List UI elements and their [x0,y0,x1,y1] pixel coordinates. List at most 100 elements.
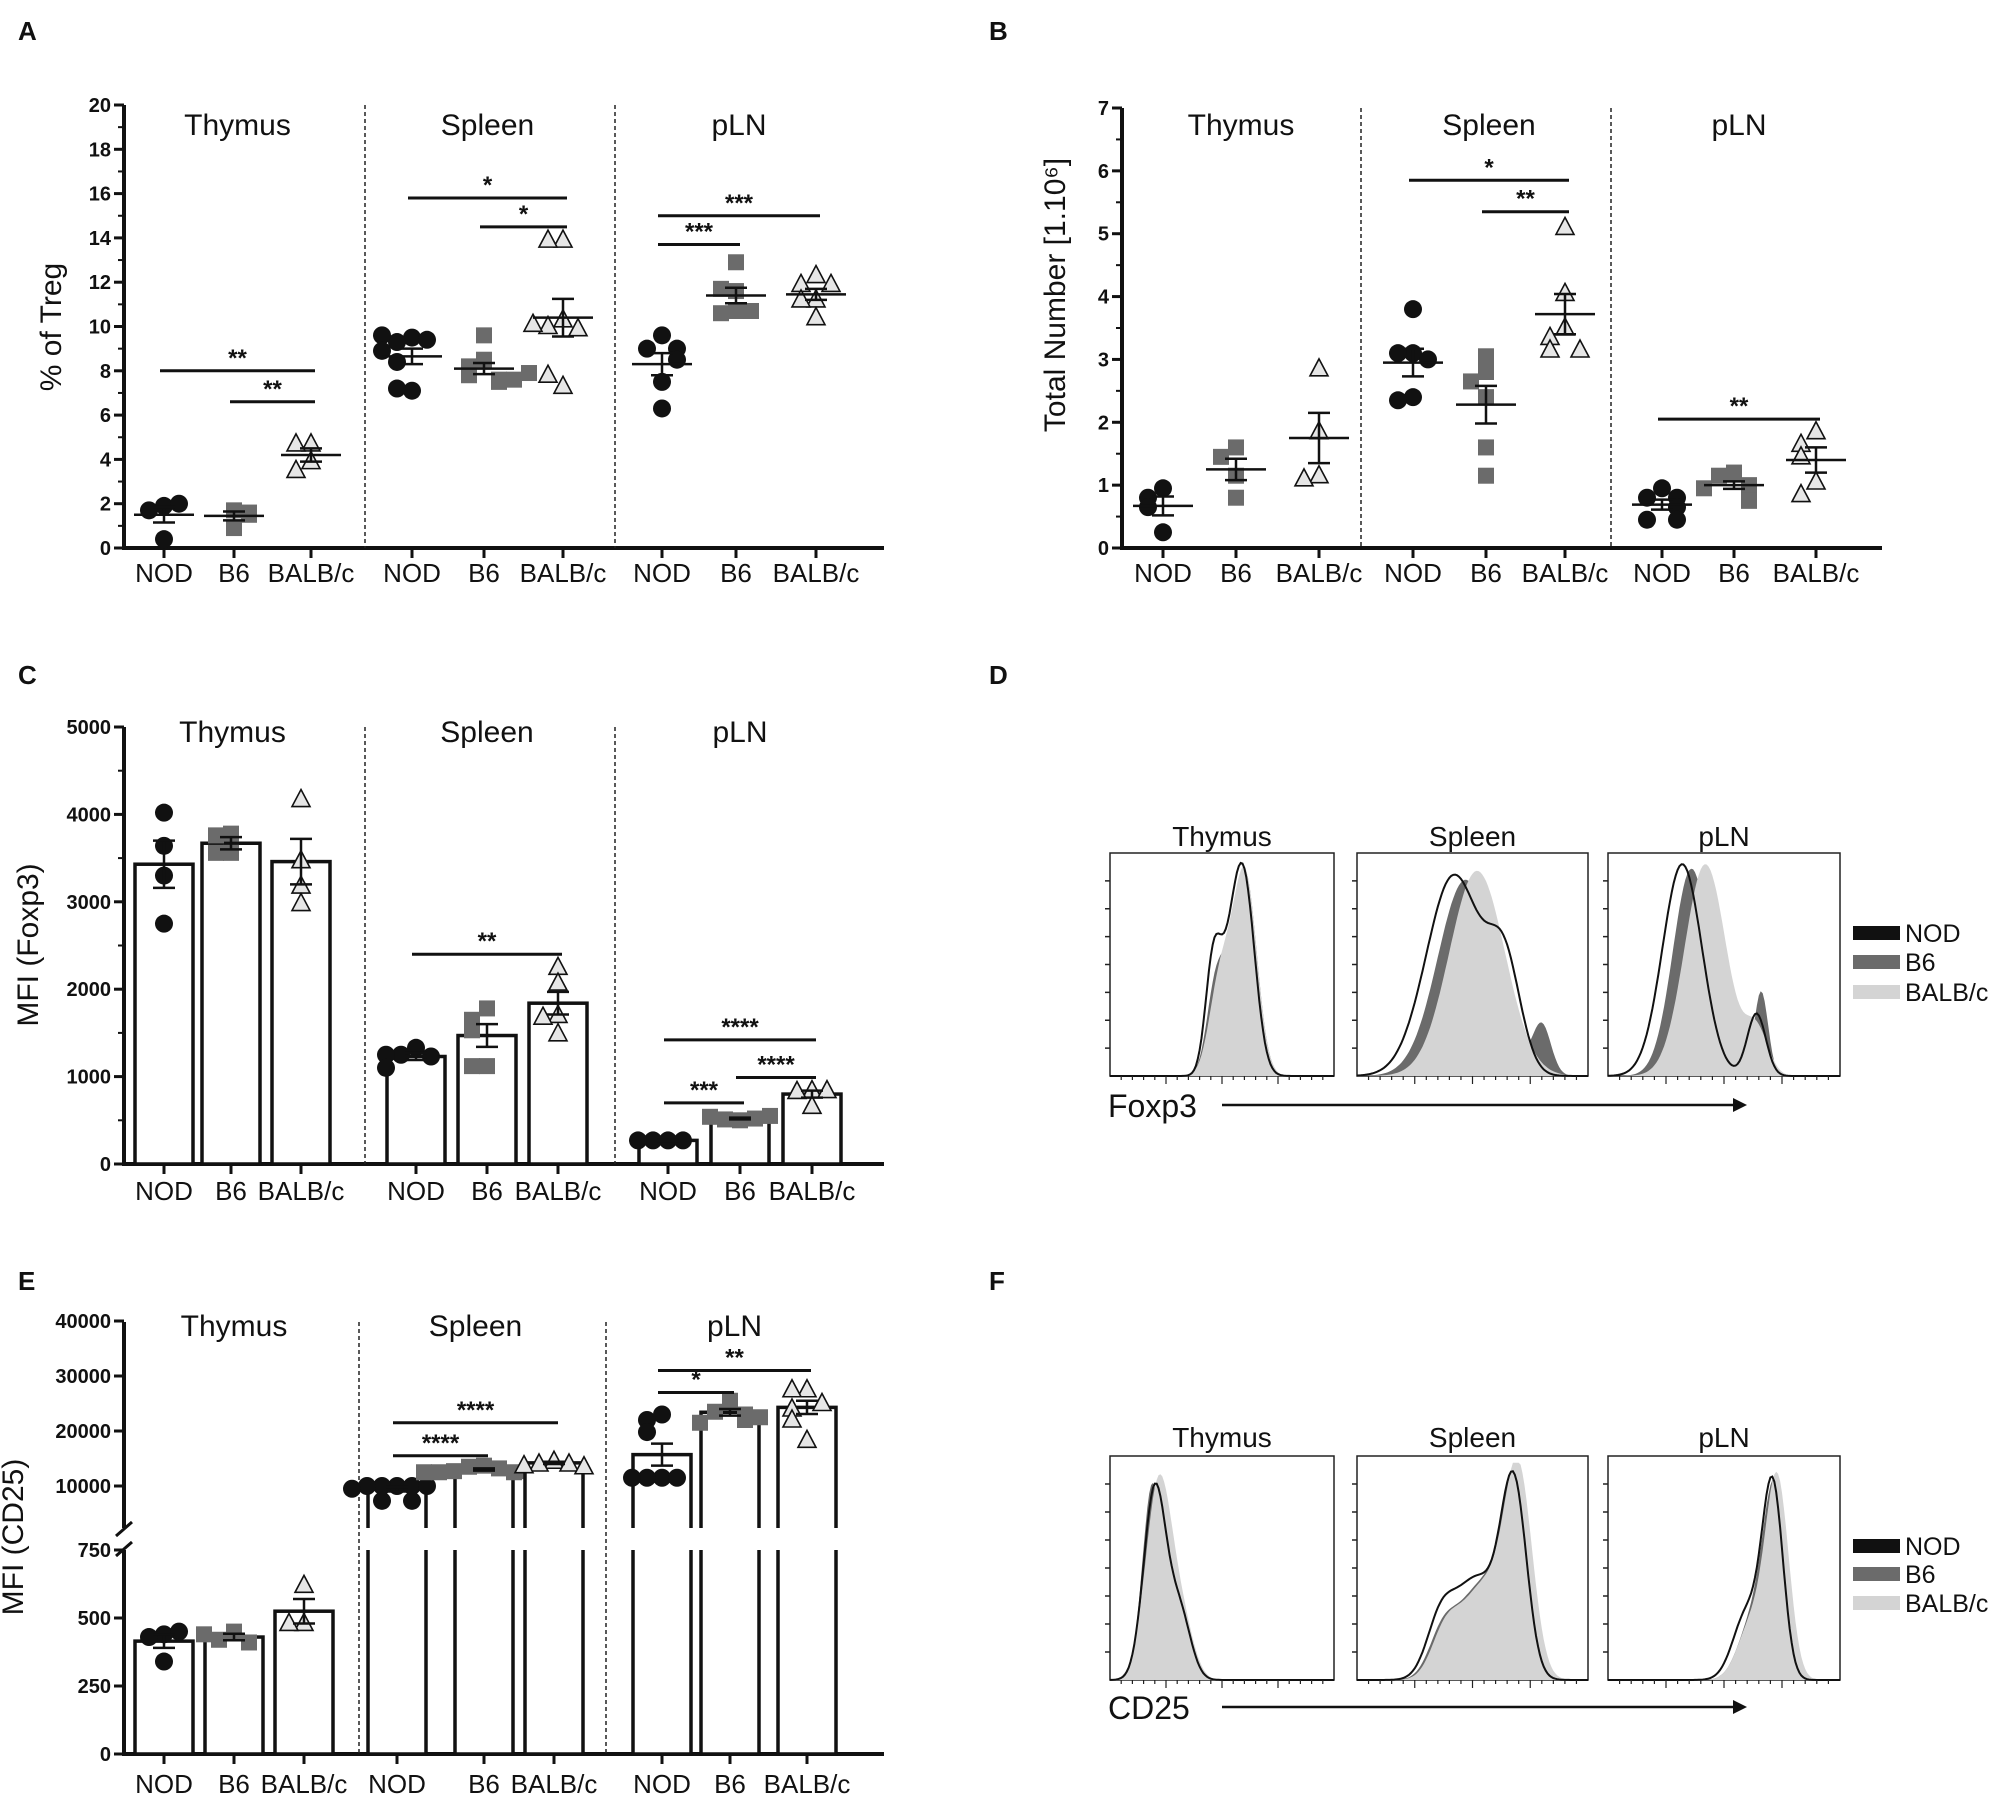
data-point-nod [140,501,158,520]
legend-label: NOD [1905,920,1961,948]
data-point-b6 [692,1414,708,1431]
y-tick-label: 3000 [67,892,112,914]
histogram-x-label: CD25 [1108,1690,1190,1726]
data-point-balbc [1805,420,1827,440]
data-point-nod [629,1131,647,1150]
legend-swatch [1853,985,1900,999]
data-point-balbc [290,787,312,808]
data-point-nod [155,914,173,933]
data-point-b6 [1478,348,1494,365]
data-point-nod [403,1491,421,1510]
x-tick-label: B6 [218,1769,250,1799]
x-tick-label: NOD [383,558,441,588]
data-point-nod [1638,488,1656,507]
significance-stars: ** [478,928,497,955]
y-tick-label: 16 [89,184,111,206]
data-point-nod [668,1468,686,1487]
y-axis-label: Total Number [1.10⁶] [1039,158,1072,432]
x-tick-label: NOD [135,558,193,588]
data-point-b6 [196,1626,212,1643]
y-tick-label: 20 [89,95,111,117]
data-point-b6 [702,1108,718,1125]
data-point-balbc [805,263,827,284]
bar-lower-segment [699,1550,761,1756]
y-tick-label: 4000 [67,804,112,826]
histogram-x-label: Foxp3 [1108,1088,1197,1124]
significance-stars: **** [422,1430,460,1457]
data-point-nod [155,530,173,549]
data-point-b6 [211,1631,227,1648]
significance-stars: **** [757,1051,795,1078]
x-tick-label: NOD [135,1769,193,1799]
legend-swatch [1853,1596,1900,1610]
x-tick-label: B6 [215,1176,247,1206]
histogram-title: Thymus [1172,821,1272,852]
data-point-nod [155,803,173,822]
y-tick-label: 40000 [55,1311,111,1333]
x-tick-label: B6 [468,1769,500,1799]
histogram-title: Spleen [1429,821,1516,852]
legend-label: B6 [1905,1561,1936,1589]
tissue-title: Thymus [179,716,286,749]
histogram-nod [1356,873,1588,1077]
data-point-balbc [1805,470,1827,490]
y-tick-label: 18 [89,139,111,161]
data-point-b6 [1213,448,1229,465]
data-point-b6 [479,1000,495,1017]
legend-swatch [1853,1567,1900,1581]
data-point-nod [1653,479,1671,498]
histogram-b6 [1608,868,1840,1076]
bar [453,1467,515,1528]
data-point-b6 [446,1463,462,1480]
data-point-balbc [781,1408,803,1428]
significance-stars: ** [725,1345,744,1372]
data-point-balbc [522,312,544,333]
x-tick-label: B6 [1220,558,1252,588]
data-point-nod [638,1423,656,1442]
data-point-b6 [752,1409,768,1426]
data-point-b6 [1696,480,1712,497]
y-tick-label: 5000 [67,717,112,739]
bar-lower-segment [631,1550,693,1756]
data-point-balbc [285,432,307,452]
y-tick-label: 6 [1098,161,1109,183]
data-point-nod [653,399,671,418]
data-point-b6 [1478,439,1494,456]
bar [699,1410,761,1528]
data-point-b6 [1228,439,1244,456]
significance-stars: * [1484,154,1494,181]
bar [385,1054,447,1166]
data-point-nod [674,1131,692,1150]
data-point-nod [638,1468,656,1487]
histogram-balbc [1110,866,1334,1076]
bar-lower-segment [523,1550,585,1756]
data-point-nod [1404,300,1422,319]
data-point-b6 [728,254,744,271]
tissue-title: Thymus [181,1310,288,1343]
data-point-nod [653,326,671,345]
legend-label: B6 [1905,949,1936,977]
data-point-b6 [476,327,492,344]
y-tick-label: 500 [78,1608,111,1630]
data-point-balbc [552,374,574,395]
data-point-balbc [547,971,569,991]
x-tick-label: BALB/c [520,558,607,588]
data-point-b6 [1741,492,1757,509]
x-tick-label: NOD [633,1769,691,1799]
data-point-nod [653,372,671,391]
tissue-title: Spleen [429,1310,522,1343]
bar [270,859,332,1166]
data-point-balbc [552,228,574,248]
data-point-nod [1139,498,1157,517]
bar [273,1609,335,1756]
legend-swatch [1853,955,1900,969]
x-tick-label: NOD [633,558,691,588]
data-point-balbc [573,1455,595,1475]
panel-letter: E [18,1266,35,1296]
data-point-balbc [816,1078,838,1099]
data-point-balbc [290,891,312,912]
data-point-b6 [491,373,507,390]
data-point-b6 [226,1623,242,1640]
tissue-title: Thymus [1188,109,1295,142]
